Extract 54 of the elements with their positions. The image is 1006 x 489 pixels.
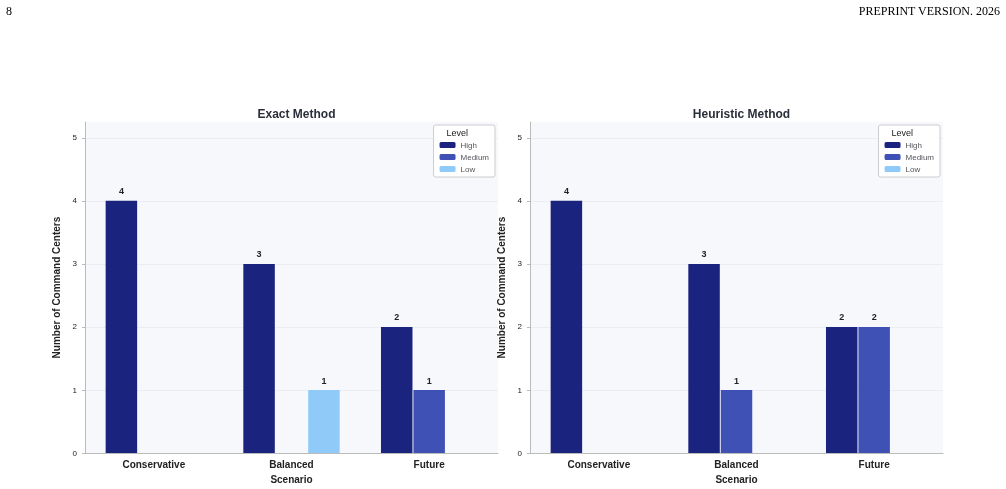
y-tick-label: 0 [517, 448, 523, 458]
x-tick-label: Balanced [714, 458, 759, 470]
data-label: 4 [563, 186, 569, 197]
data-label: 1 [321, 375, 327, 386]
data-label: 4 [118, 186, 124, 197]
data-label: 3 [701, 249, 707, 260]
bar [308, 390, 340, 454]
data-label: 1 [733, 375, 740, 386]
y-tick-label: 5 [517, 133, 523, 143]
y-tick-label: 1 [517, 385, 523, 395]
y-tick-label: 0 [72, 448, 78, 458]
x-tick-label: Future [413, 458, 446, 470]
legend-label: Low [460, 164, 476, 174]
chart-title: Exact Method [257, 107, 336, 121]
legend-label: Medium [905, 152, 935, 162]
y-tick-label: 2 [517, 322, 523, 332]
bar [858, 326, 890, 454]
data-label: 2 [839, 312, 845, 323]
x-tick-label: Conservative [122, 458, 186, 470]
y-tick-label: 2 [72, 322, 78, 332]
data-label: 2 [394, 312, 400, 323]
y-tick-label: 3 [517, 259, 523, 269]
y-tick-label: 3 [72, 259, 78, 269]
legend-title: Level [891, 127, 913, 138]
text: PREPRINT VERSION. 2026 [858, 4, 1000, 19]
y-tick-label: 4 [517, 196, 523, 206]
y-axis-title: Number of Command Centers [50, 216, 62, 359]
y-tick-label: 4 [72, 196, 78, 206]
x-tick-label: Future [858, 458, 891, 470]
legend-title: Level [446, 127, 468, 138]
x-tick-label: Conservative [567, 458, 631, 470]
bar [720, 390, 753, 454]
y-axis-title: Number of Command Centers [495, 216, 507, 359]
bar [380, 326, 413, 454]
y-tick-label: 5 [72, 133, 78, 143]
bar [105, 200, 138, 454]
legend-label: Medium [460, 152, 490, 162]
bar [243, 263, 275, 454]
legend-label: Low [905, 164, 921, 174]
data-label: 2 [871, 312, 877, 323]
data-label: 3 [256, 249, 262, 260]
x-tick-label: Balanced [269, 458, 314, 470]
chart-title: Heuristic Method [692, 107, 791, 121]
bar [413, 390, 445, 454]
bar [825, 326, 858, 454]
legend-label: High [460, 140, 477, 150]
x-axis-title: Scenario [270, 473, 313, 485]
data-label: 1 [426, 375, 432, 386]
bar [688, 263, 720, 454]
x-axis-title: Scenario [715, 473, 758, 485]
legend-label: High [905, 140, 922, 150]
y-tick-label: 1 [72, 385, 78, 395]
text: 8 [6, 4, 12, 19]
bar [550, 200, 583, 454]
